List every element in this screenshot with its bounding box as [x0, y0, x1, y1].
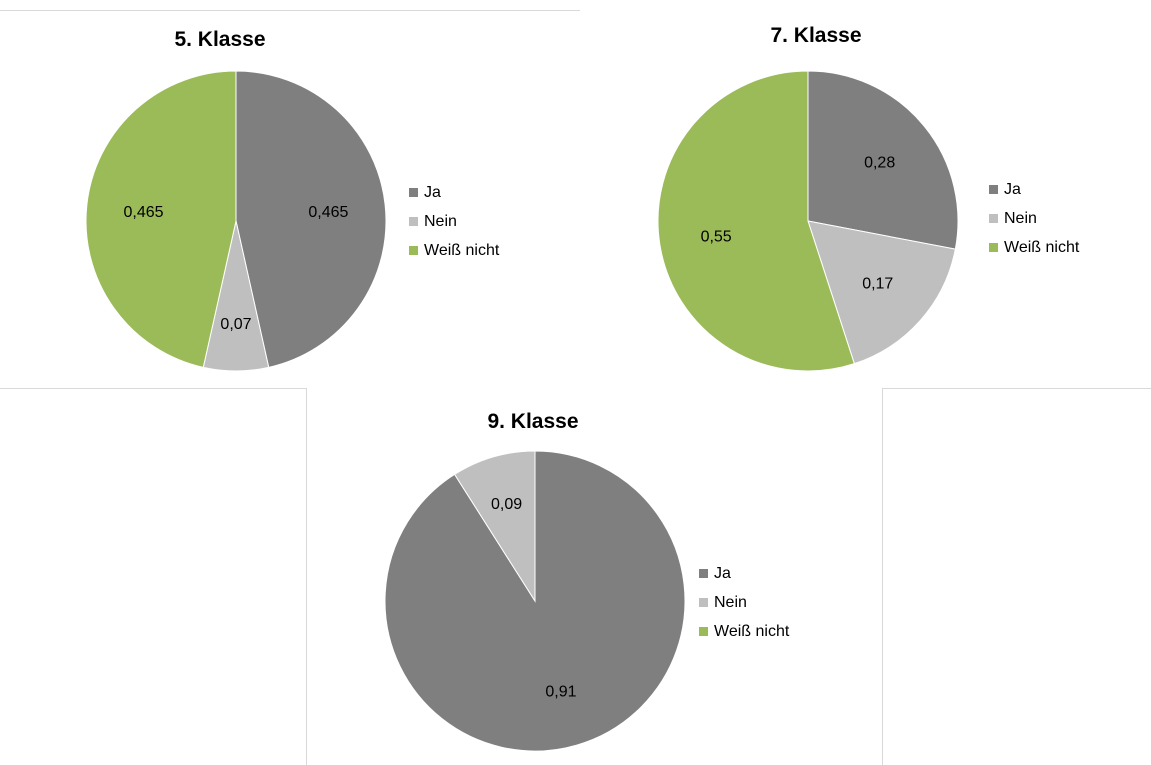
data-label-nein: 0,07 [220, 316, 251, 333]
legend-item-nein: Nein [989, 204, 1079, 233]
legend-item-weiss-nicht: Weiß nicht [989, 233, 1079, 262]
pie-slice-ja [235, 70, 387, 368]
pie-slice-nein [807, 220, 956, 365]
legend-label: Nein [714, 593, 747, 611]
legend-item-weiss-nicht: Weiß nicht [699, 617, 789, 646]
frame-line-left-vertical [306, 388, 307, 765]
legend-swatch [409, 217, 418, 226]
legend: Ja Nein Weiß nicht [699, 559, 789, 646]
pie-slice-nein [453, 450, 536, 603]
data-label-ja: 0,91 [545, 683, 576, 700]
chart-title: 7. Klasse [770, 24, 862, 47]
frame-line-mid-left [0, 388, 306, 389]
legend-label: Ja [424, 183, 441, 201]
chart-title: 5. Klasse [174, 28, 266, 51]
legend: Ja Nein Weiß nicht [989, 175, 1079, 262]
legend-swatch [409, 246, 418, 255]
legend-label: Ja [714, 564, 731, 582]
legend: Ja Nein Weiß nicht [409, 178, 499, 265]
pie-slice-weiss-nicht [85, 70, 237, 368]
data-label-ja: 0,28 [864, 155, 895, 172]
legend-item-nein: Nein [409, 207, 499, 236]
legend-label: Weiß nicht [424, 241, 500, 259]
legend-item-nein: Nein [699, 588, 789, 617]
data-label-weiss-nicht: 0,55 [701, 229, 732, 246]
data-label-nein: 0,09 [491, 496, 522, 513]
frame-line-mid-right [882, 388, 1151, 389]
legend-label: Weiß nicht [714, 622, 790, 640]
legend-label: Weiß nicht [1004, 238, 1080, 256]
legend-swatch [989, 185, 998, 194]
legend-swatch [409, 188, 418, 197]
frame-line-right-vertical [882, 388, 883, 765]
legend-label: Ja [1004, 180, 1021, 198]
data-label-ja: 0,465 [308, 204, 348, 221]
pie-chart: 0,91 0,09 [384, 450, 686, 752]
data-label-nein: 0,17 [862, 276, 893, 293]
legend-item-ja: Ja [699, 559, 789, 588]
legend-swatch [989, 243, 998, 252]
legend-item-weiss-nicht: Weiß nicht [409, 236, 499, 265]
legend-label: Nein [424, 212, 457, 230]
pie-slice-weiss-nicht [657, 70, 855, 372]
legend-swatch [699, 598, 708, 607]
frame-line-top [0, 10, 580, 11]
pie-slice-ja [807, 70, 959, 250]
pie-chart: 0,28 0,17 0,55 [657, 70, 959, 372]
legend-label: Nein [1004, 209, 1037, 227]
legend-swatch [699, 569, 708, 578]
legend-swatch [989, 214, 998, 223]
legend-swatch [699, 627, 708, 636]
chart-title: 9. Klasse [487, 410, 579, 433]
pie-chart: 0,465 0,07 0,465 [85, 70, 387, 372]
legend-item-ja: Ja [409, 178, 499, 207]
data-label-weiss-nicht: 0,465 [124, 204, 164, 221]
legend-item-ja: Ja [989, 175, 1079, 204]
